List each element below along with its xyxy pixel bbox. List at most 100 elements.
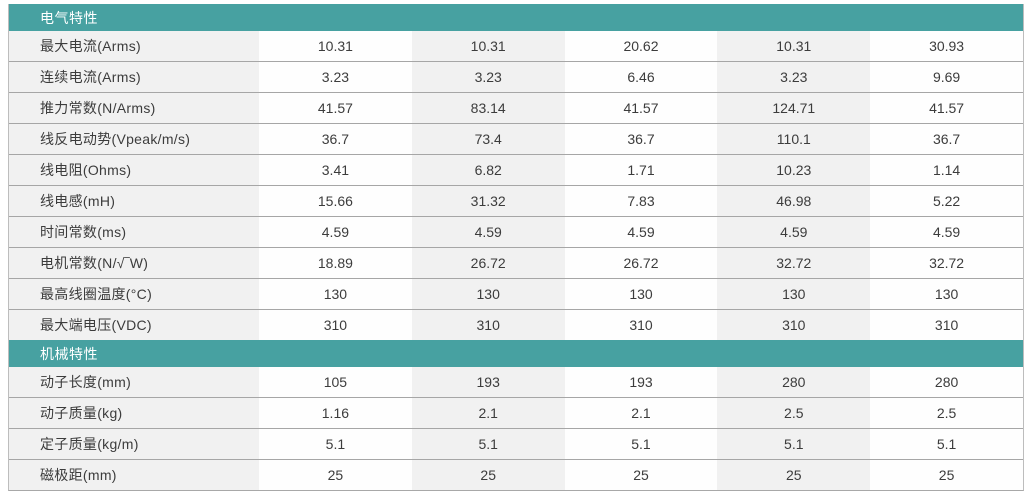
cell-value: 130 (870, 279, 1023, 309)
cell-value: 310 (259, 310, 412, 340)
row-label: 最大电流(Arms) (9, 31, 259, 61)
cell-value: 3.23 (717, 62, 871, 92)
cell-value: 4.59 (717, 217, 871, 247)
cell-value: 25 (411, 460, 565, 490)
row-label: 动子质量(kg) (9, 398, 259, 428)
cell-value: 9.69 (870, 62, 1023, 92)
cell-value: 5.1 (870, 429, 1023, 459)
table-row: 动子长度(mm) 105 193 193 280 280 (9, 367, 1023, 397)
table-row: 推力常数(N/Arms) 41.57 83.14 41.57 124.71 41.57 (9, 92, 1023, 123)
row-label: 磁极距(mm) (9, 460, 259, 490)
row-label: 动子长度(mm) (9, 367, 259, 397)
cell-value: 1.14 (870, 155, 1023, 185)
row-label: 时间常数(ms) (9, 217, 259, 247)
table-row: 磁极距(mm) 25 25 25 25 25 (9, 459, 1023, 490)
cell-value: 10.31 (259, 31, 412, 61)
cell-value: 124.71 (717, 93, 871, 123)
cell-value: 4.59 (259, 217, 412, 247)
cell-value: 310 (870, 310, 1023, 340)
cell-value: 4.59 (411, 217, 565, 247)
cell-value: 32.72 (870, 248, 1023, 278)
cell-value: 130 (717, 279, 871, 309)
cell-value: 105 (259, 367, 412, 397)
table-row: 最大端电压(VDC) 310 310 310 310 310 (9, 309, 1023, 340)
table-row: 动子质量(kg) 1.16 2.1 2.1 2.5 2.5 (9, 397, 1023, 428)
cell-value: 310 (564, 310, 718, 340)
cell-value: 10.23 (717, 155, 871, 185)
cell-value: 25 (564, 460, 718, 490)
cell-value: 1.16 (259, 398, 412, 428)
cell-value: 130 (411, 279, 565, 309)
cell-value: 18.89 (259, 248, 412, 278)
section-title: 机械特性 (40, 345, 98, 362)
table-row: 定子质量(kg/m) 5.1 5.1 5.1 5.1 5.1 (9, 428, 1023, 459)
cell-value: 3.23 (411, 62, 565, 92)
cell-value: 83.14 (411, 93, 565, 123)
cell-value: 41.57 (259, 93, 412, 123)
cell-value: 310 (411, 310, 565, 340)
cell-value: 130 (564, 279, 718, 309)
cell-value: 6.82 (411, 155, 565, 185)
cell-value: 280 (870, 367, 1023, 397)
row-label: 连续电流(Arms) (9, 62, 259, 92)
cell-value: 5.1 (259, 429, 412, 459)
table-row: 最大电流(Arms) 10.31 10.31 20.62 10.31 30.93 (9, 31, 1023, 61)
cell-value: 32.72 (717, 248, 871, 278)
cell-value: 110.1 (717, 124, 871, 154)
table-row: 线反电动势(Vpeak/m/s) 36.7 73.4 36.7 110.1 36.7 (9, 123, 1023, 154)
cell-value: 5.1 (564, 429, 718, 459)
row-label: 线电阻(Ohms) (9, 155, 259, 185)
row-label: 线反电动势(Vpeak/m/s) (9, 124, 259, 154)
cell-value: 10.31 (717, 31, 871, 61)
cell-value: 41.57 (564, 93, 718, 123)
row-label: 最高线圈温度(°C) (9, 279, 259, 309)
cell-value: 5.1 (411, 429, 565, 459)
cell-value: 193 (564, 367, 718, 397)
cell-value: 25 (717, 460, 871, 490)
cell-value: 31.32 (411, 186, 565, 216)
section-title: 电气特性 (40, 9, 98, 26)
cell-value: 73.4 (411, 124, 565, 154)
section-header: 机械特性 (9, 340, 1023, 367)
cell-value: 36.7 (564, 124, 718, 154)
cell-value: 41.57 (870, 93, 1023, 123)
table-row: 时间常数(ms) 4.59 4.59 4.59 4.59 4.59 (9, 216, 1023, 247)
cell-value: 280 (717, 367, 871, 397)
row-label: 最大端电压(VDC) (9, 310, 259, 340)
row-label: 推力常数(N/Arms) (9, 93, 259, 123)
cell-value: 2.5 (870, 398, 1023, 428)
row-label: 线电感(mH) (9, 186, 259, 216)
cell-value: 2.1 (411, 398, 565, 428)
cell-value: 4.59 (564, 217, 718, 247)
cell-value: 36.7 (259, 124, 412, 154)
cell-value: 2.5 (717, 398, 871, 428)
cell-value: 30.93 (870, 31, 1023, 61)
cell-value: 3.23 (259, 62, 412, 92)
table-row: 线电阻(Ohms) 3.41 6.82 1.71 10.23 1.14 (9, 154, 1023, 185)
table-row: 线电感(mH) 15.66 31.32 7.83 46.98 5.22 (9, 185, 1023, 216)
cell-value: 26.72 (411, 248, 565, 278)
cell-value: 25 (259, 460, 412, 490)
cell-value: 10.31 (411, 31, 565, 61)
cell-value: 20.62 (564, 31, 718, 61)
cell-value: 130 (259, 279, 412, 309)
cell-value: 193 (411, 367, 565, 397)
spec-table: 电气特性 最大电流(Arms) 10.31 10.31 20.62 10.31 30.93 连… (8, 4, 1024, 491)
cell-value: 36.7 (870, 124, 1023, 154)
cell-value: 15.66 (259, 186, 412, 216)
row-label: 电机常数(N/√‾W) (9, 248, 259, 278)
cell-value: 2.1 (564, 398, 718, 428)
cell-value: 26.72 (564, 248, 718, 278)
cell-value: 3.41 (259, 155, 412, 185)
cell-value: 5.1 (717, 429, 871, 459)
section-header: 电气特性 (9, 4, 1023, 31)
row-label: 定子质量(kg/m) (9, 429, 259, 459)
cell-value: 46.98 (717, 186, 871, 216)
cell-value: 5.22 (870, 186, 1023, 216)
cell-value: 1.71 (564, 155, 718, 185)
cell-value: 4.59 (870, 217, 1023, 247)
table-row: 电机常数(N/√‾W) 18.89 26.72 26.72 32.72 32.72 (9, 247, 1023, 278)
cell-value: 25 (870, 460, 1023, 490)
table-row: 最高线圈温度(°C) 130 130 130 130 130 (9, 278, 1023, 309)
